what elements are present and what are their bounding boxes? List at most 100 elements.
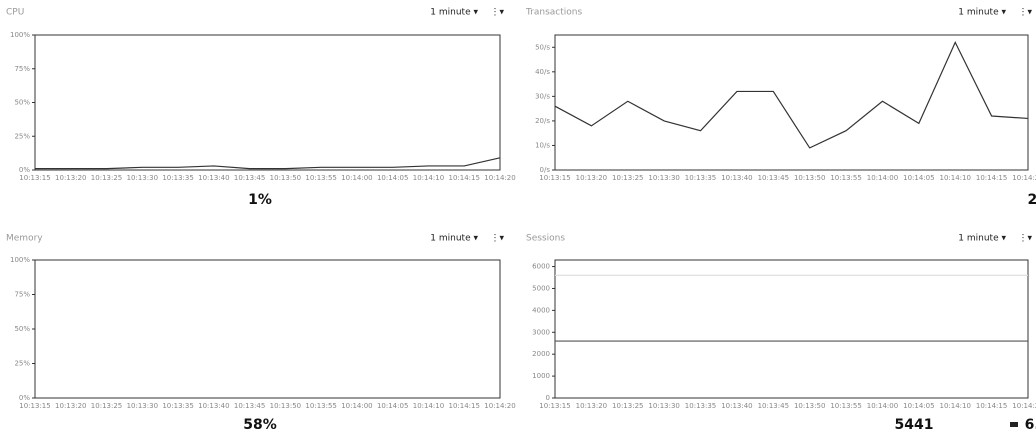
x-tick-label: 10:13:50: [270, 402, 301, 410]
x-tick-label: 10:13:45: [758, 402, 789, 410]
x-tick-label: 10:13:30: [648, 402, 679, 410]
y-tick-label: 50%: [14, 325, 30, 333]
y-tick-label: 50/s: [535, 43, 550, 51]
y-tick-label: 75%: [14, 65, 30, 73]
y-tick-label: 25%: [14, 132, 30, 140]
y-tick-label: 6000: [532, 263, 550, 271]
panel-title: Transactions: [525, 8, 582, 18]
x-tick-label: 10:14:15: [976, 402, 1007, 410]
y-tick-label: 0%: [19, 166, 30, 174]
x-tick-label: 10:13:30: [648, 174, 679, 182]
x-tick-label: 10:14:00: [341, 402, 372, 410]
x-tick-label: 10:13:25: [612, 402, 643, 410]
interval-select[interactable]: 1 minute ▾: [958, 8, 1006, 18]
panel-menu[interactable]: ⋮▾: [1018, 8, 1032, 18]
panel-title: CPU: [6, 8, 24, 18]
summary-value: 21/s: [1028, 192, 1036, 208]
y-tick-label: 3000: [532, 328, 550, 336]
x-tick-label: 10:13:35: [162, 402, 193, 410]
panel-menu[interactable]: ⋮▾: [490, 234, 504, 244]
x-tick-label: 10:14:10: [940, 402, 971, 410]
x-tick-label: 10:13:15: [539, 402, 570, 410]
series-line: [554, 40, 1029, 149]
y-tick-label: 20/s: [535, 117, 550, 125]
x-tick-label: 10:14:10: [413, 174, 444, 182]
y-tick-label: 10/s: [535, 141, 550, 149]
x-tick-label: 10:13:35: [685, 402, 716, 410]
interval-select[interactable]: 1 minute ▾: [430, 8, 478, 18]
plot-frame: [34, 259, 501, 399]
summary-value: 6.3%: [1025, 417, 1036, 433]
x-tick-label: 10:13:55: [830, 174, 861, 182]
x-tick-label: 10:13:30: [127, 174, 158, 182]
x-tick-label: 10:13:25: [91, 174, 122, 182]
y-tick-label: 75%: [14, 291, 30, 299]
y-tick-label: 30/s: [535, 92, 550, 100]
x-tick-label: 10:14:00: [867, 402, 898, 410]
x-tick-label: 10:14:05: [377, 174, 408, 182]
x-tick-label: 10:13:15: [19, 402, 50, 410]
y-tick-label: 0%: [19, 394, 30, 402]
x-tick-label: 10:13:40: [721, 402, 752, 410]
x-tick-label: 10:14:05: [377, 402, 408, 410]
x-tick-label: 10:13:20: [55, 174, 86, 182]
x-tick-label: 10:13:20: [55, 402, 86, 410]
x-tick-label: 10:13:40: [198, 174, 229, 182]
panel-title: Memory: [6, 234, 43, 244]
x-tick-label: 10:13:40: [721, 174, 752, 182]
x-tick-label: 10:14:10: [940, 174, 971, 182]
x-tick-label: 10:13:15: [19, 174, 50, 182]
x-tick-label: 10:13:40: [198, 402, 229, 410]
x-tick-label: 10:13:55: [830, 402, 861, 410]
y-tick-label: 0/s: [540, 166, 551, 174]
x-tick-label: 10:14:05: [903, 402, 934, 410]
x-tick-label: 10:13:35: [162, 174, 193, 182]
x-tick-label: 10:13:30: [127, 402, 158, 410]
x-tick-label: 10:13:50: [270, 174, 301, 182]
x-tick-label: 10:14:00: [867, 174, 898, 182]
x-tick-label: 10:14:20: [1012, 402, 1036, 410]
x-tick-label: 10:14:10: [413, 402, 444, 410]
summary-value: 5441: [895, 417, 934, 433]
interval-select[interactable]: 1 minute ▾: [958, 234, 1006, 244]
x-tick-label: 10:13:15: [539, 174, 570, 182]
x-tick-label: 10:13:25: [612, 174, 643, 182]
x-tick-label: 10:13:20: [576, 402, 607, 410]
y-tick-label: 40/s: [535, 68, 550, 76]
x-tick-label: 10:14:15: [976, 174, 1007, 182]
y-tick-label: 0: [546, 394, 550, 402]
x-tick-label: 10:13:45: [758, 174, 789, 182]
x-tick-label: 10:13:55: [305, 174, 336, 182]
legend-swatch: [1010, 422, 1018, 427]
x-tick-label: 10:13:50: [794, 402, 825, 410]
y-tick-label: 50%: [14, 99, 30, 107]
x-tick-label: 10:14:15: [449, 174, 480, 182]
x-tick-label: 10:13:45: [234, 402, 265, 410]
y-tick-label: 25%: [14, 360, 30, 368]
x-tick-label: 10:14:15: [449, 402, 480, 410]
y-tick-label: 100%: [10, 31, 30, 39]
x-tick-label: 10:13:50: [794, 174, 825, 182]
panel-menu[interactable]: ⋮▾: [490, 8, 504, 18]
x-tick-label: 10:13:35: [685, 174, 716, 182]
interval-select[interactable]: 1 minute ▾: [430, 234, 478, 244]
panel-title: Sessions: [526, 234, 565, 244]
plot-frame: [34, 34, 501, 171]
x-tick-label: 10:14:00: [341, 174, 372, 182]
panel-menu[interactable]: ⋮▾: [1018, 234, 1032, 244]
y-tick-label: 100%: [10, 256, 30, 264]
x-tick-label: 10:13:25: [91, 402, 122, 410]
y-tick-label: 2000: [532, 350, 550, 358]
x-tick-label: 10:13:55: [305, 402, 336, 410]
y-tick-label: 5000: [532, 284, 550, 292]
x-tick-label: 10:14:20: [1012, 174, 1036, 182]
summary-value: 58%: [243, 417, 277, 433]
y-tick-label: 4000: [532, 306, 550, 314]
x-tick-label: 10:13:45: [234, 174, 265, 182]
series-line: [35, 157, 501, 170]
y-tick-label: 1000: [532, 372, 550, 380]
x-tick-label: 10:14:20: [484, 402, 515, 410]
x-tick-label: 10:14:20: [484, 174, 515, 182]
summary-value: 1%: [248, 192, 272, 208]
